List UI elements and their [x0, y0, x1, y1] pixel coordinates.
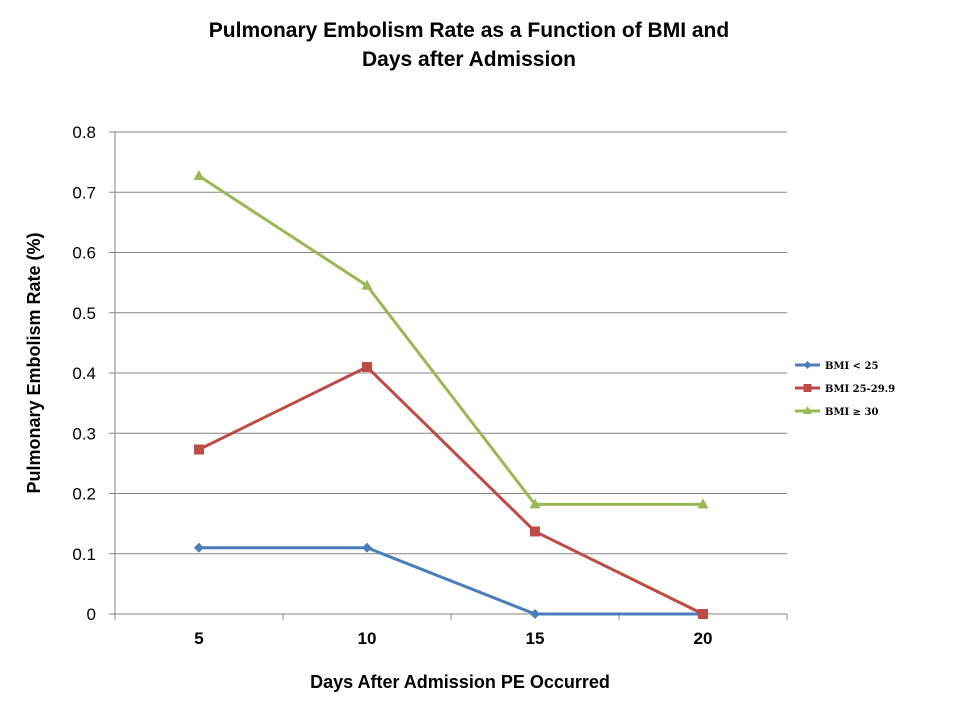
y-tick-label: 0.5 — [72, 304, 96, 323]
legend-item-1: BMI 25-29.9 — [795, 384, 895, 395]
data-point — [530, 526, 540, 537]
y-tick-label: 0.2 — [72, 485, 96, 504]
x-tick-label: 20 — [694, 629, 713, 648]
legend: BMI < 25 BMI 25-29.9 BMI ≥ 30 — [795, 361, 895, 418]
legend-marker — [803, 406, 812, 414]
x-tick-label: 10 — [358, 629, 377, 648]
data-point — [698, 609, 708, 619]
x-tick-labels: 5 10 15 20 — [194, 629, 712, 648]
legend-marker — [803, 361, 812, 369]
data-point — [194, 542, 204, 553]
y-axis-title: Pulmonary Embolism Rate (%) — [24, 232, 44, 493]
gridlines — [115, 131, 787, 555]
legend-label: BMI 25-29.9 — [825, 384, 895, 395]
series-line-2 — [198, 174, 703, 506]
legend-marker — [803, 384, 812, 392]
legend-label: BMI ≥ 30 — [825, 407, 878, 418]
y-tick-label: 0.7 — [72, 183, 96, 202]
data-point — [194, 444, 204, 455]
data-point — [362, 361, 372, 372]
series-line-1 — [198, 365, 704, 616]
y-tick-label: 0.3 — [72, 424, 96, 443]
data-point — [529, 498, 541, 509]
series-1 — [194, 361, 708, 619]
chart-title-line-2: Days after Admission — [362, 48, 576, 71]
data-point — [193, 169, 205, 180]
data-point — [361, 279, 373, 290]
x-tick-label: 15 — [526, 629, 545, 648]
y-tick-labels: 0 0.1 0.2 0.3 0.4 0.5 0.6 0.7 0.8 — [72, 123, 96, 624]
legend-item-2: BMI ≥ 30 — [795, 406, 878, 418]
data-point — [697, 498, 709, 509]
data-point — [530, 609, 540, 619]
data-point — [362, 542, 372, 553]
y-tick-label: 0 — [87, 605, 96, 624]
y-tick-label: 0.6 — [72, 244, 96, 263]
legend-label: BMI < 25 — [825, 361, 878, 372]
y-tick-label: 0.1 — [72, 545, 96, 564]
legend-item-0: BMI < 25 — [795, 361, 878, 372]
series-line-0 — [199, 546, 703, 616]
y-tick-label: 0.8 — [72, 123, 96, 142]
series-2 — [193, 169, 709, 509]
x-axis-title: Days After Admission PE Occurred — [310, 672, 610, 692]
y-tick-label: 0.4 — [72, 364, 96, 383]
series — [193, 169, 709, 619]
chart-title-line-1: Pulmonary Embolism Rate as a Function of… — [209, 19, 729, 42]
x-tick-label: 5 — [194, 629, 203, 648]
